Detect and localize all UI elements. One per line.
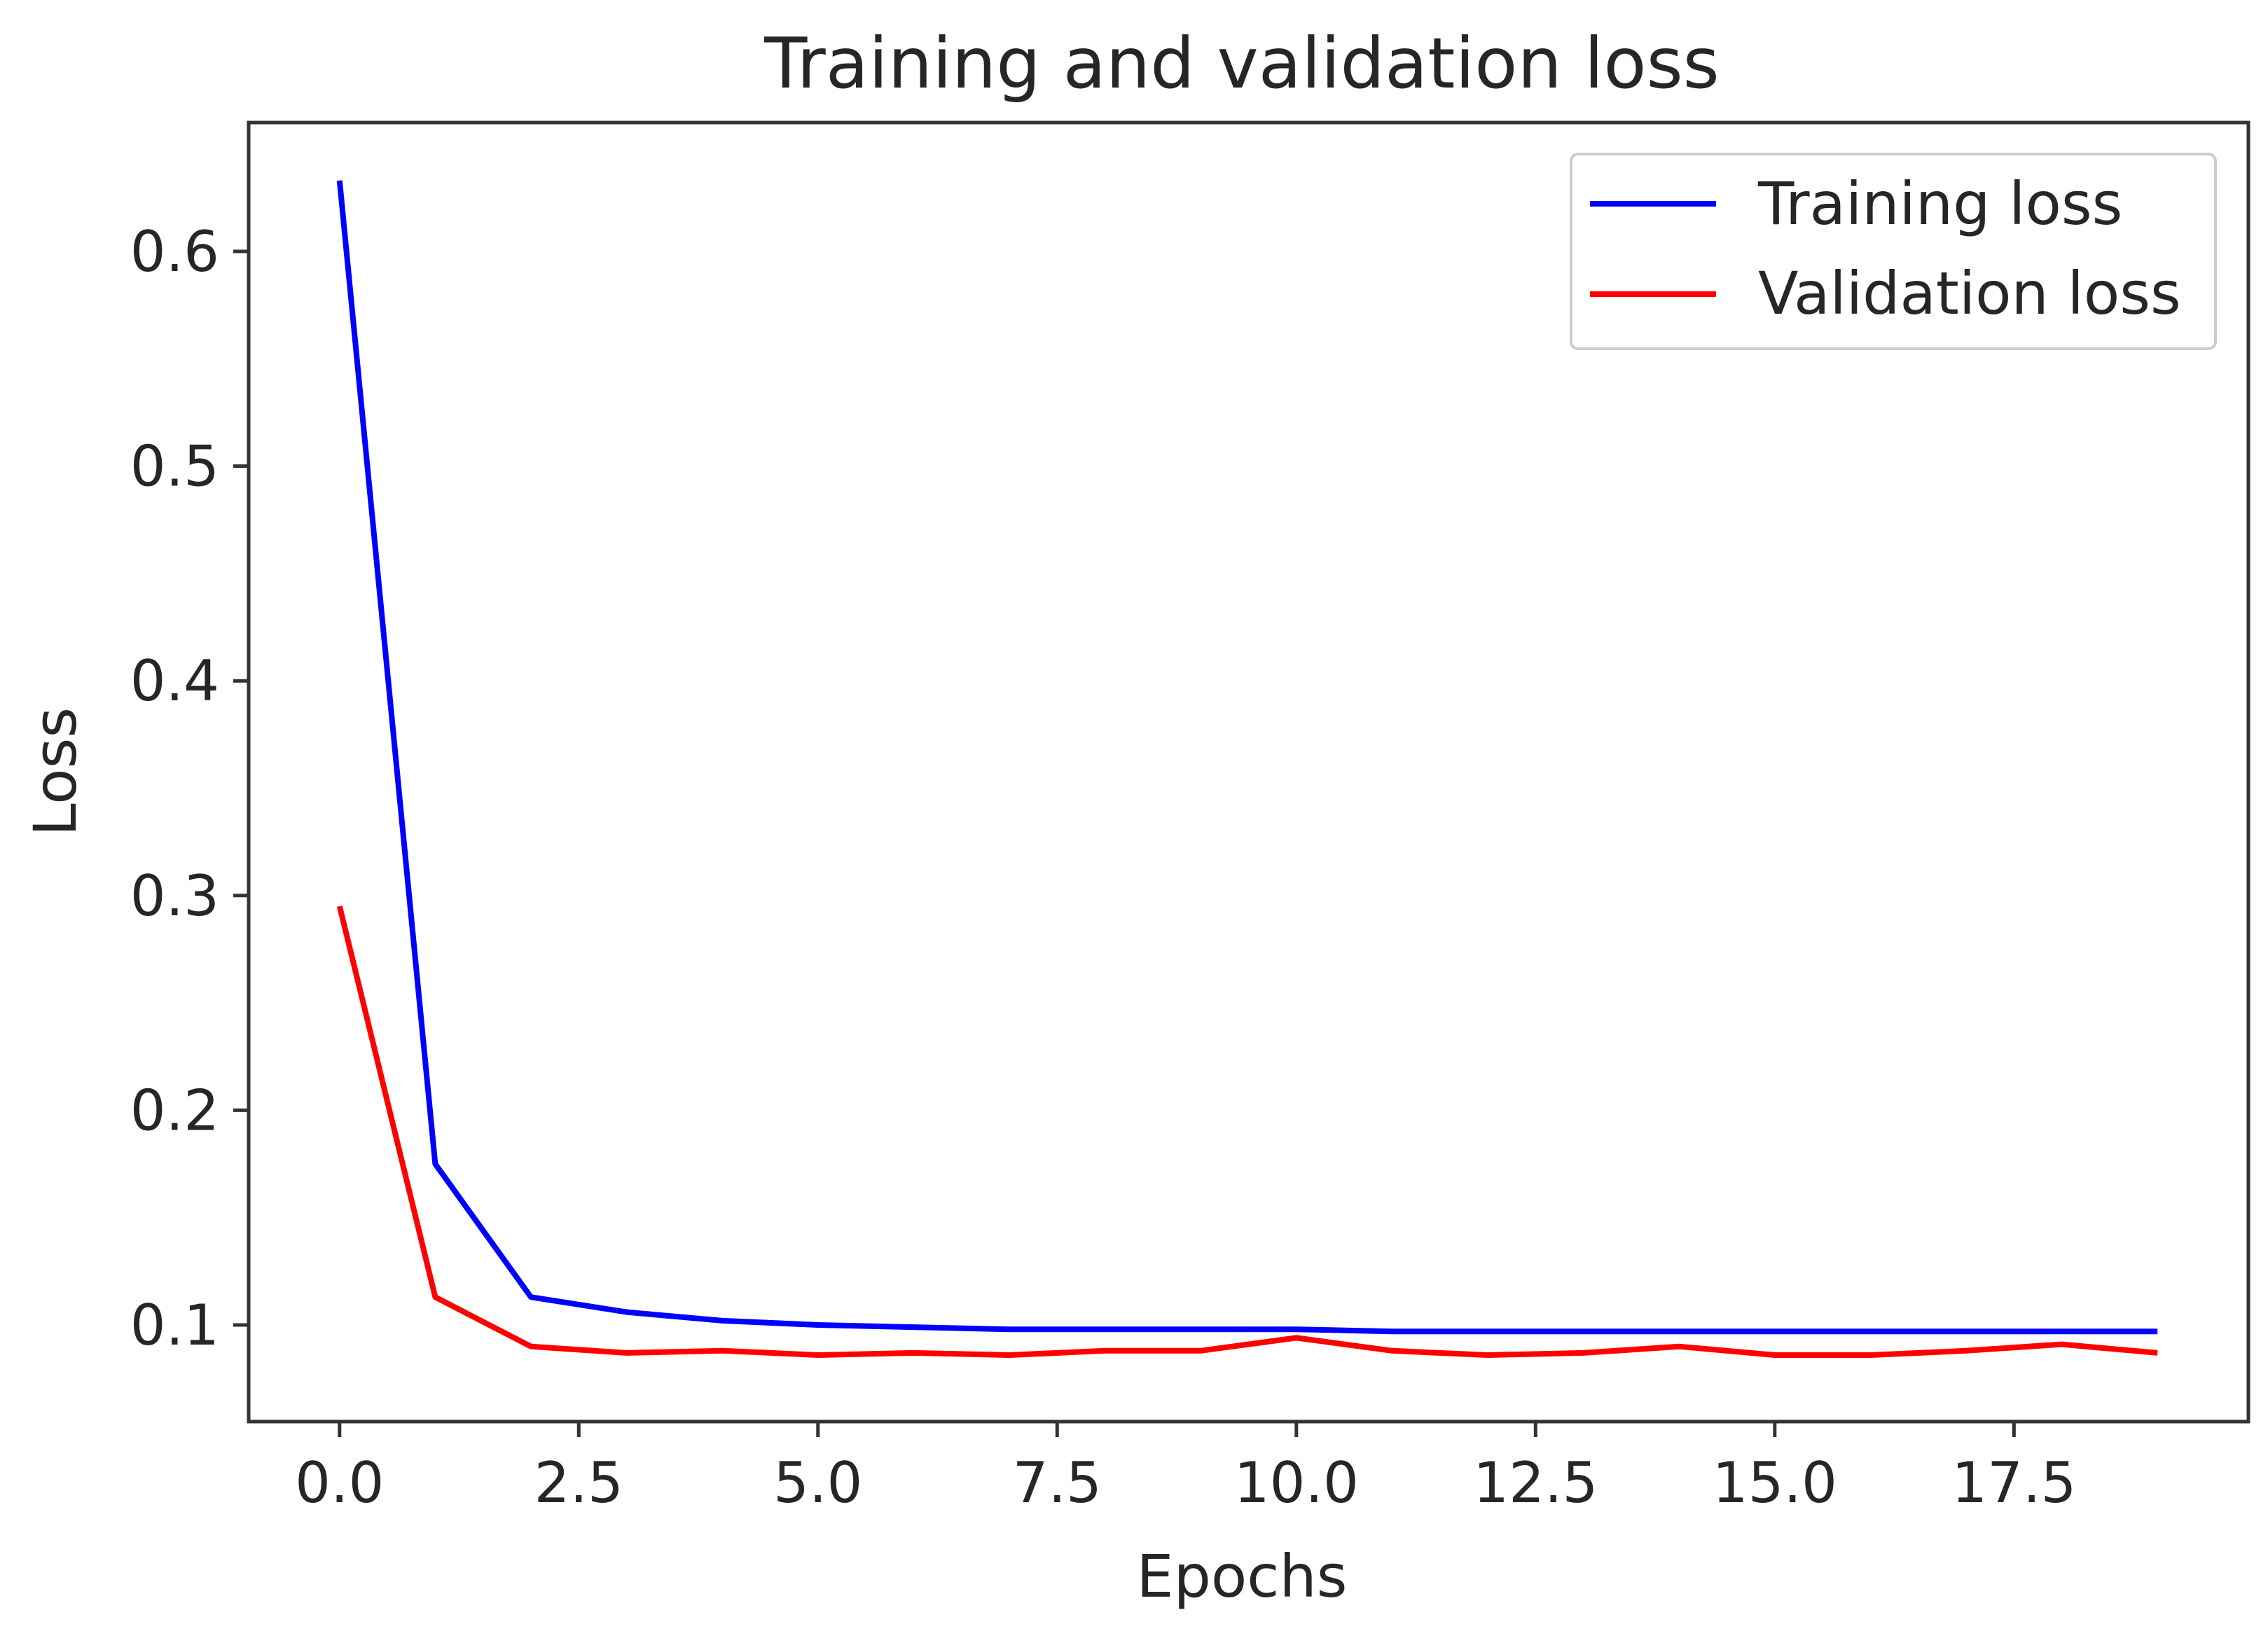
series-layer: [336, 180, 2158, 1358]
y-axis-label: Loss: [21, 707, 90, 836]
y-tick-label: 0.4: [130, 648, 219, 714]
x-tick-label: 5.0: [773, 1450, 862, 1515]
legend-label-training-loss: Training loss: [1757, 169, 2122, 238]
chart-title: Training and validation loss: [763, 22, 1720, 104]
y-tick-label: 0.6: [130, 219, 219, 284]
series-line-training-loss: [336, 180, 2158, 1335]
legend-frame: [1570, 153, 2217, 350]
y-tick-label: 0.2: [130, 1078, 219, 1143]
x-tick-label: 12.5: [1473, 1450, 1598, 1515]
x-tick-label: 0.0: [295, 1450, 384, 1515]
y-tick-label: 0.3: [130, 863, 219, 929]
x-tick-label: 15.0: [1713, 1450, 1837, 1515]
x-axis-label: Epochs: [1137, 1542, 1348, 1611]
legend-label-validation-loss: Validation loss: [1758, 259, 2181, 328]
x-tick-label: 10.0: [1234, 1450, 1359, 1515]
y-tick-label: 0.1: [130, 1293, 219, 1358]
plot-frame: [247, 120, 2250, 1424]
tick-layer: 0.0 2.5 5.0 7.5 10.0 12.5 15.0 17.5 0.1 0.2 0.3 0.4…: [130, 219, 2077, 1515]
y-tick-label: 0.5: [130, 434, 219, 499]
x-tick-label: 17.5: [1951, 1450, 2076, 1515]
legend: Training loss Validation loss: [1570, 153, 2217, 350]
x-tick-label: 2.5: [534, 1450, 623, 1515]
series-line-validation-loss: [336, 905, 2158, 1358]
x-tick-label: 7.5: [1013, 1450, 1102, 1515]
